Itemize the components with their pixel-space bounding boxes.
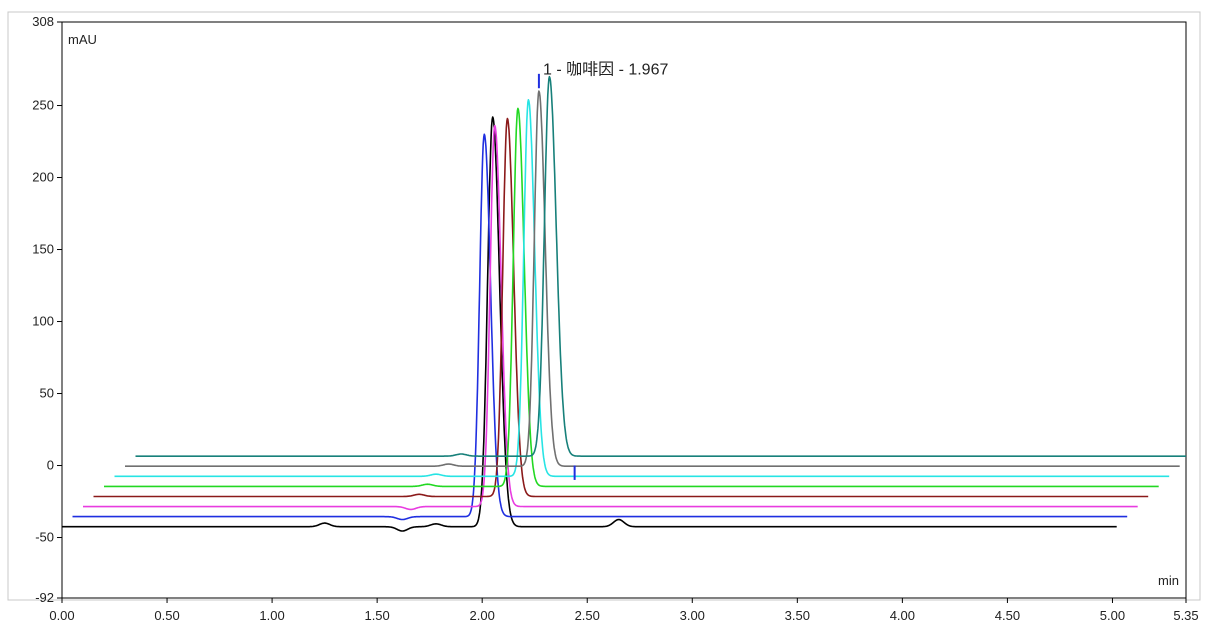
trace-line-6	[114, 99, 1170, 478]
y-axis: -92 -50 0 50 100 150 200 250 308	[32, 14, 62, 605]
markers-group	[537, 73, 576, 480]
x-tick-label: 5.00	[1100, 608, 1125, 623]
y-tick-label: 250	[32, 98, 54, 113]
y-tick-label: 150	[32, 242, 54, 257]
peak-annotation-label: 1 - 咖啡因 - 1.967	[543, 61, 668, 79]
x-axis: 0.00 0.50 1.00 1.50 2.00 2.50 3.00 3.50 4.00 4.50…	[49, 598, 1199, 623]
trace-line-3	[82, 124, 1138, 511]
y-tick-label: 50	[40, 386, 54, 401]
x-tick-label: 3.50	[785, 608, 810, 623]
x-tick-label: 4.50	[995, 608, 1020, 623]
trace-line-2	[72, 133, 1128, 521]
x-tick-label: 1.00	[259, 608, 284, 623]
x-tick-label: 5.35	[1173, 608, 1198, 623]
y-tick-label: 200	[32, 170, 54, 185]
trace-line-7	[124, 90, 1180, 468]
plot-area	[61, 21, 1187, 599]
x-axis-unit-label: min	[1158, 573, 1179, 588]
traces-group	[61, 75, 1187, 532]
trace-line-1	[61, 116, 1117, 532]
x-tick-label: 2.50	[575, 608, 600, 623]
x-tick-label: 2.00	[470, 608, 495, 623]
x-tick-label: 0.00	[49, 608, 74, 623]
x-tick-label: 3.00	[680, 608, 705, 623]
y-tick-label: -50	[35, 530, 54, 545]
y-axis-unit-label: mAU	[68, 32, 97, 47]
y-tick-label: 100	[32, 314, 54, 329]
y-tick-label: 308	[32, 14, 54, 29]
x-tick-label: 0.50	[154, 608, 179, 623]
x-tick-label: 4.00	[890, 608, 915, 623]
trace-line-4	[93, 117, 1149, 498]
x-tick-label: 1.50	[364, 608, 389, 623]
trace-line-8	[135, 75, 1187, 458]
trace-line-5	[103, 107, 1159, 488]
y-tick-label: -92	[35, 590, 54, 605]
y-tick-label: 0	[47, 458, 54, 473]
